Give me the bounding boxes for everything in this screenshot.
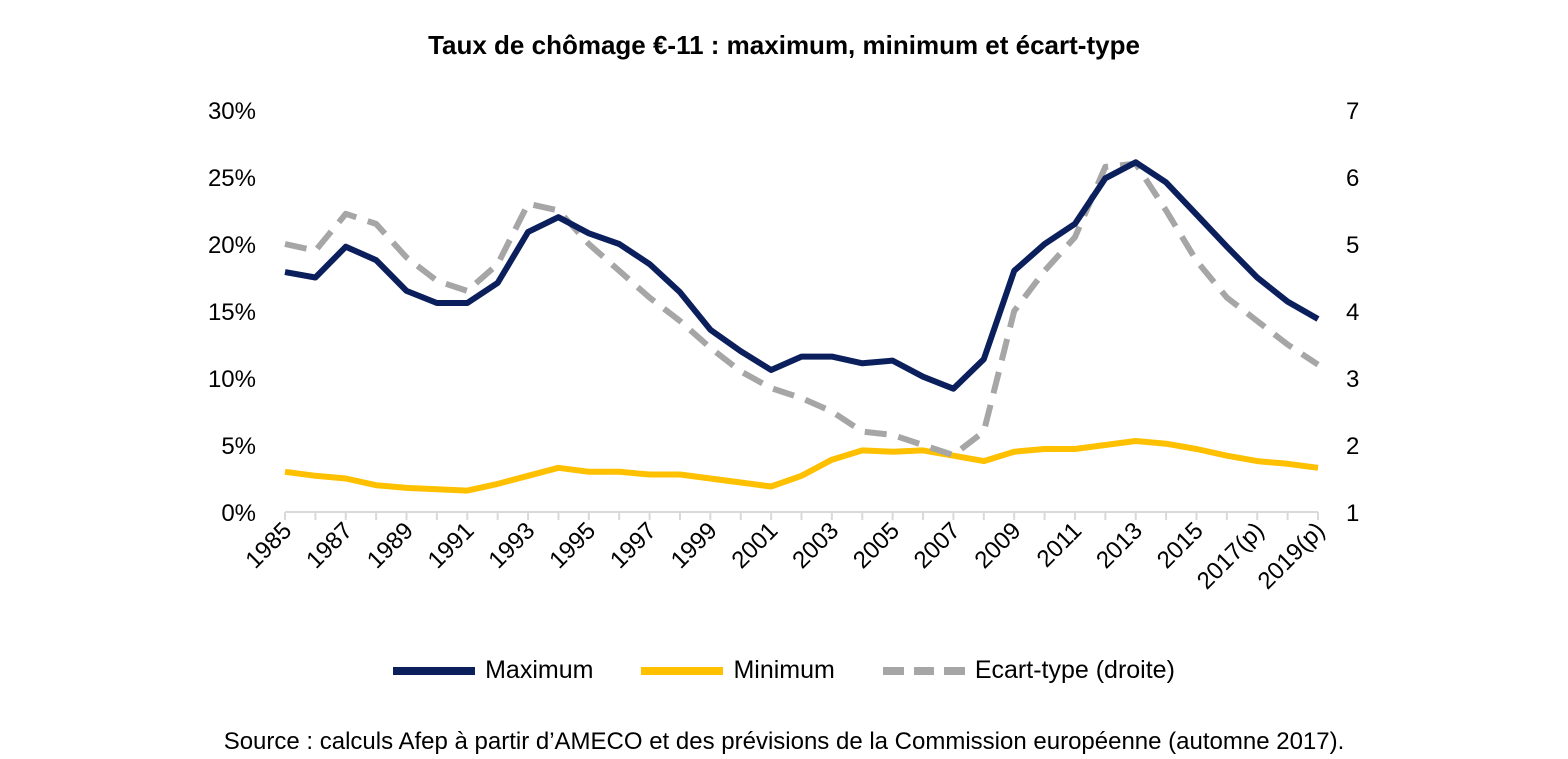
x-tick-label: 2013 (1091, 517, 1148, 574)
x-tick-label: 1997 (605, 517, 662, 574)
series-line-ecart-type-droite (284, 160, 1320, 459)
series-layer (284, 159, 1320, 494)
x-tick-label: 1989 (362, 517, 419, 574)
series-line-minimum (284, 438, 1319, 494)
x-tick-label: 2017(p) (1192, 517, 1270, 595)
x-tick-label: 2009 (970, 517, 1027, 574)
chart-title: Taux de chômage €-11 : maximum, minimum … (428, 30, 1140, 60)
x-tick-label: 1999 (666, 517, 723, 574)
x-tick-label: 2007 (909, 517, 966, 574)
legend-item-minimum: Minimum (641, 656, 835, 685)
right-tick-label: 4 (1346, 299, 1359, 326)
axes (284, 511, 1319, 520)
legend-label-minimum: Minimum (733, 656, 835, 684)
legend-swatch-ecart-type (882, 666, 965, 675)
x-tick-label: 1995 (544, 517, 601, 574)
legend-swatch-maximum (393, 666, 476, 675)
x-tick-label: 2011 (1032, 517, 1088, 573)
legend-item-maximum: Maximum (393, 656, 593, 685)
left-tick-label: 0% (221, 500, 256, 527)
right-tick-label: 3 (1346, 366, 1359, 393)
right-tick-label: 2 (1346, 433, 1359, 460)
legend-swatch-minimum (641, 666, 724, 675)
x-tick-label: 2005 (848, 517, 905, 574)
x-tick-label: 2015 (1152, 517, 1209, 574)
left-tick-label: 15% (208, 299, 256, 326)
legend-label-maximum: Maximum (485, 656, 594, 684)
x-tick-label: 1993 (483, 517, 540, 574)
legend-label-ecart-type: Ecart-type (droite) (974, 656, 1175, 684)
x-tick-label: 1987 (301, 517, 358, 574)
x-tick-label: 1991 (423, 517, 480, 574)
right-tick-label: 6 (1346, 165, 1359, 192)
legend-item-ecart-type: Ecart-type (droite) (882, 656, 1175, 685)
right-tick-label: 5 (1346, 232, 1359, 259)
left-tick-label: 25% (208, 165, 256, 192)
x-tick-label: 2003 (787, 517, 844, 574)
x-axis-ticks: 1985 1987 1989 1991 1993 1995 1997 1999 2001 2003… (240, 517, 1330, 595)
x-tick-label: 2019(p) (1253, 517, 1331, 595)
right-tick-label: 1 (1346, 500, 1359, 527)
left-tick-label: 10% (208, 366, 256, 393)
x-tick-label: 2001 (727, 517, 784, 574)
series-line-maximum (284, 159, 1320, 392)
right-tick-label: 7 (1346, 98, 1359, 125)
left-tick-label: 20% (208, 232, 256, 259)
left-tick-label: 5% (221, 433, 256, 460)
right-axis-ticks: 1 2 3 4 5 6 7 (1346, 98, 1359, 527)
left-axis-ticks: 0% 5% 10% 15% 20% 25% 30% (208, 98, 256, 527)
source-note: Source : calculs Afep à partir d’AMECO e… (223, 728, 1345, 755)
left-tick-label: 30% (208, 98, 256, 125)
legend: Maximum Minimum Ecart-type (droite) (0, 656, 1568, 685)
